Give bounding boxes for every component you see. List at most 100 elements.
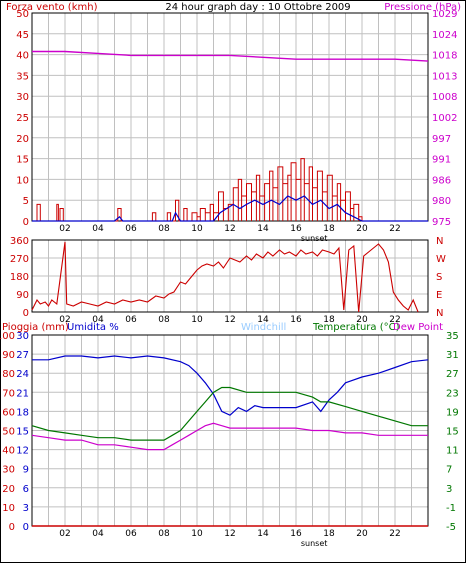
x-tick-label: 20 [356,224,368,234]
y-tick-right: 23 [446,388,459,399]
y-tick-right: 35 [446,331,459,342]
x-tick-label: 10 [191,315,203,325]
y-tick-left: 180 [10,272,29,283]
y-tick-rain: 15 [16,427,29,438]
x-tick-label: 06 [125,529,137,539]
compass-tick-right: W [436,254,446,265]
y-tick-humidity: 30 [2,465,15,476]
y-tick-right: 1029 [432,9,457,20]
rain-axis-label: Pioggia (mm) [2,322,69,333]
x-tick-label: 16 [290,529,302,539]
x-tick-label: 12 [224,529,235,539]
y-tick-right: 31 [446,350,459,361]
x-tick-label: 04 [92,529,104,539]
sunset-label: sunset [301,234,328,243]
y-tick-rain: 21 [16,388,29,399]
y-tick-humidity: 0 [9,522,15,533]
y-tick-rain: 30 [16,331,29,342]
x-tick-label: 16 [290,224,302,234]
x-tick-label: 06 [125,315,137,325]
temperature-series [31,386,428,441]
y-tick-rain: 12 [16,446,29,457]
x-tick-label: 22 [389,224,400,234]
x-tick-label: 20 [356,529,368,539]
dewpoint-label: Dew Point [393,322,443,333]
x-tick-label: 22 [389,529,400,539]
y-tick-humidity: 40 [2,446,15,457]
y-tick-rain: 24 [16,369,29,380]
x-tick-label: 04 [92,224,104,234]
gust-series [32,195,428,222]
y-tick-right: 975 [432,217,451,228]
x-tick-label: 02 [59,315,70,325]
x-tick-label: 12 [224,315,235,325]
x-tick-label: 22 [389,315,400,325]
y-tick-left: 0 [23,308,29,319]
wind-speed-series [36,158,364,222]
y-tick-right: 986 [432,175,451,186]
y-tick-right: 3 [446,484,452,495]
compass-tick-right: E [436,290,442,301]
y-tick-rain: 18 [16,407,29,418]
y-tick-humidity: 20 [2,484,15,495]
x-tick-label: 14 [257,315,269,325]
x-tick-label: 10 [191,224,203,234]
compass-tick-right: S [436,272,442,283]
y-tick-rain: 27 [16,350,29,361]
x-tick-label: 08 [158,315,170,325]
x-tick-label: 02 [59,529,70,539]
humidity-series [32,355,429,416]
y-tick-rain: 9 [23,465,29,476]
y-tick-left: 15 [16,155,29,166]
sunset-label: sunset [301,539,328,548]
y-tick-right: 1008 [432,92,457,103]
y-tick-right: 1024 [432,30,457,41]
x-tick-label: 14 [257,224,269,234]
y-tick-right: 19 [446,407,459,418]
x-tick-label: 16 [290,315,302,325]
y-tick-humidity: 100 [0,331,15,342]
y-tick-left: 45 [16,30,29,41]
wind-axis-label: Forza vento (kmh) [6,2,98,13]
y-tick-left: 30 [16,92,29,103]
y-tick-left: 40 [16,51,29,62]
pressure-axis-label: Pressione (hPa) [384,2,461,13]
dewpoint-series [31,422,428,451]
x-tick-label: 14 [257,529,269,539]
y-tick-right: 1002 [432,113,457,124]
x-tick-label: 08 [158,224,170,234]
y-tick-left: 0 [23,217,29,228]
compass-tick-right: N [436,236,443,247]
plot-frame [31,12,429,222]
windchill-label: Windchill [241,322,286,333]
y-tick-left: 50 [16,9,29,20]
x-tick-label: 12 [224,224,235,234]
y-tick-left: 360 [10,236,29,247]
y-tick-left: 5 [23,196,29,207]
x-tick-label: 10 [191,529,203,539]
y-tick-right: -1 [446,503,456,514]
wind-direction-series [31,241,419,313]
y-tick-right: 15 [446,427,459,438]
y-tick-right: 11 [446,446,459,457]
y-tick-left: 90 [16,290,29,301]
x-tick-label: 18 [323,529,335,539]
x-tick-label: 06 [125,224,137,234]
y-tick-humidity: 60 [2,407,15,418]
wind-pressure-panel: 02 04 06 08 10 12 14 16 18 20 22 0 5 10 15 20 25 30 35 40 45… [16,9,457,243]
y-tick-right: -5 [446,522,456,533]
y-tick-humidity: 10 [2,503,15,514]
x-tick-label: 02 [59,224,70,234]
y-tick-humidity: 90 [2,350,15,361]
chart-title: 24 hour graph day : 10 Ottobre 2009 [165,2,350,13]
x-tick-label: 20 [356,315,368,325]
y-tick-right: 997 [432,134,451,145]
y-tick-left: 25 [16,113,29,124]
y-tick-right: 991 [432,155,451,166]
x-tick-label: 04 [92,315,104,325]
y-tick-rain: 0 [23,522,29,533]
pressure-series [32,50,429,62]
plot-frame [31,239,429,313]
